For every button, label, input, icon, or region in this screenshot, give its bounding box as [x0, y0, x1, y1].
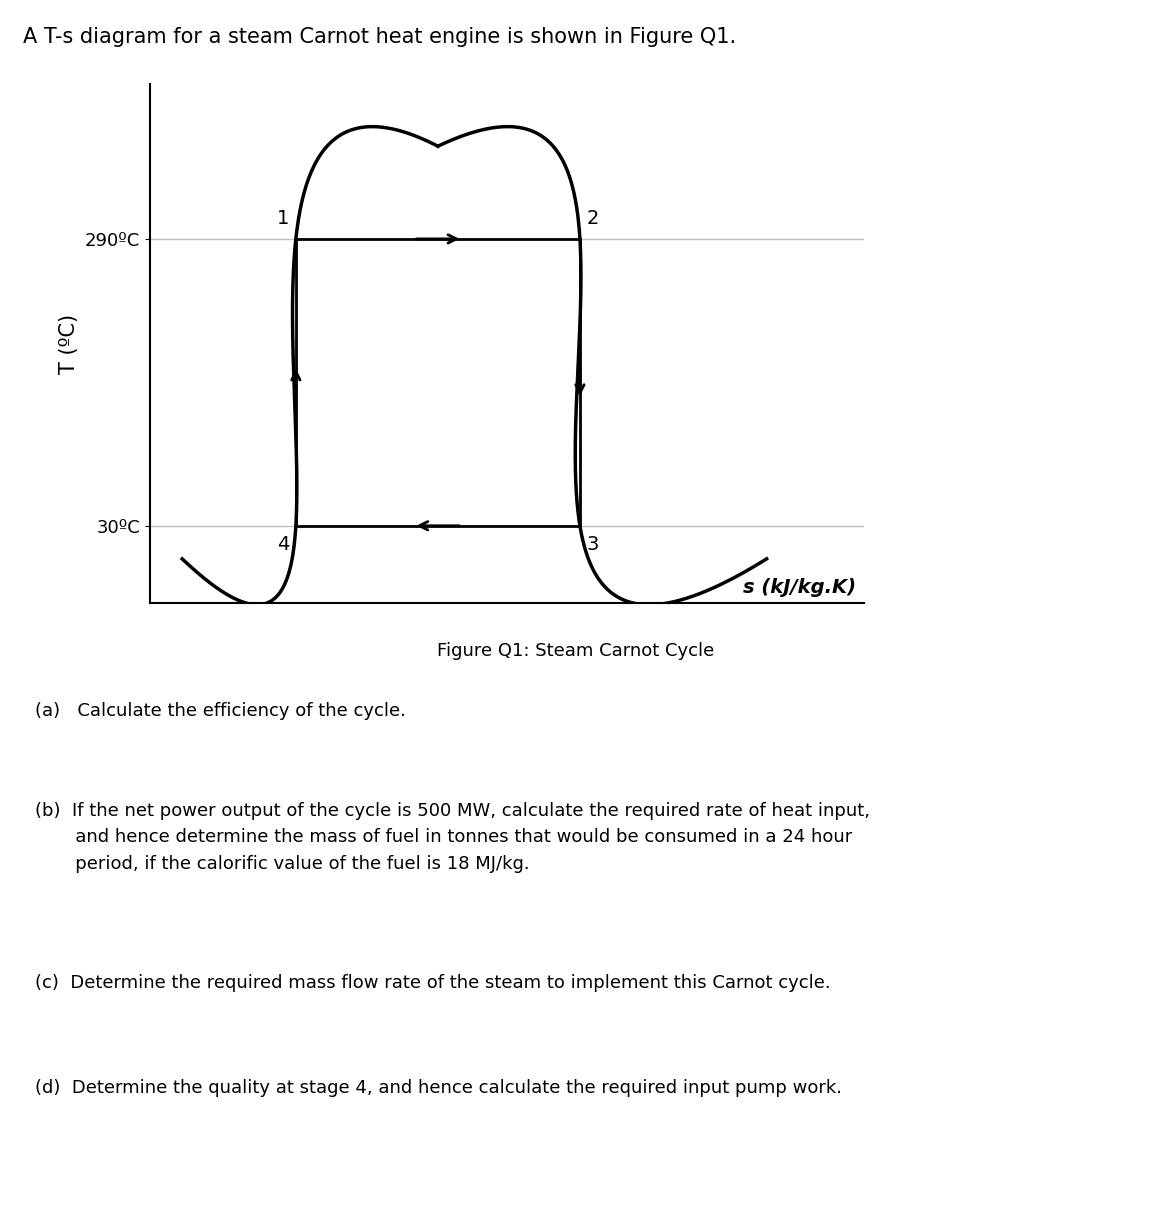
Text: Figure Q1: Steam Carnot Cycle: Figure Q1: Steam Carnot Cycle — [438, 642, 714, 660]
Text: (a)   Calculate the efficiency of the cycle.: (a) Calculate the efficiency of the cycl… — [35, 702, 406, 720]
Text: (c)  Determine the required mass flow rate of the steam to implement this Carnot: (c) Determine the required mass flow rat… — [35, 974, 831, 993]
Text: 2: 2 — [586, 209, 599, 228]
Text: 4: 4 — [276, 534, 289, 554]
Text: 1: 1 — [276, 209, 289, 228]
Text: (d)  Determine the quality at stage 4, and hence calculate the required input pu: (d) Determine the quality at stage 4, an… — [35, 1079, 842, 1097]
Text: s (kJ/kg.K): s (kJ/kg.K) — [743, 579, 856, 597]
Text: 3: 3 — [586, 534, 599, 554]
Text: (b)  If the net power output of the cycle is 500 MW, calculate the required rate: (b) If the net power output of the cycle… — [35, 802, 870, 873]
Text: A T-s diagram for a steam Carnot heat engine is shown in Figure Q1.: A T-s diagram for a steam Carnot heat en… — [23, 27, 736, 47]
Y-axis label: T (ºC): T (ºC) — [59, 314, 79, 374]
